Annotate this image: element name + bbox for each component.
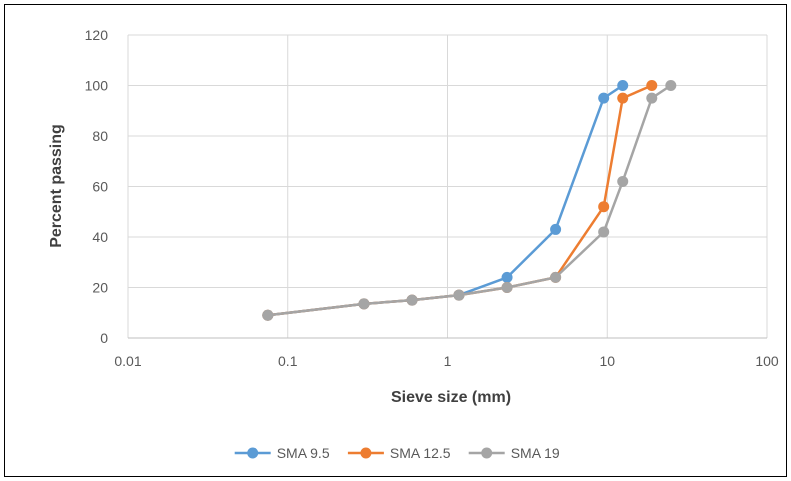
data-point (646, 80, 658, 91)
y-tick-label: 20 (92, 280, 108, 296)
data-point (646, 92, 658, 104)
legend-item: SMA 12.5 (347, 445, 451, 461)
data-point (453, 289, 465, 301)
legend-label: SMA 12.5 (390, 445, 451, 461)
series-line (267, 84, 653, 317)
chart-container: 0 20 40 60 80 100 120 0.01 0.1 1 10 100 Percent pas… (4, 4, 787, 477)
series-line (267, 84, 672, 317)
line-chart: 0 20 40 60 80 100 120 0.01 0.1 1 10 100 Percent pas… (48, 27, 779, 461)
x-tick-label: 10 (599, 353, 615, 369)
data-point (617, 175, 629, 187)
y-tick-label: 60 (92, 179, 108, 195)
data-point (665, 80, 677, 91)
legend-item: SMA 19 (468, 445, 560, 461)
data-point (406, 294, 418, 306)
x-tick-label: 1 (444, 353, 452, 369)
plot-area (262, 80, 677, 321)
data-point (550, 271, 562, 283)
legend: SMA 9.5 SMA 12.5 SMA 19 (234, 445, 560, 461)
legend-marker (360, 447, 372, 459)
x-tick-label: 100 (755, 353, 779, 369)
data-point (358, 298, 370, 310)
data-point (262, 309, 274, 321)
data-point (617, 80, 629, 91)
axes: 0 20 40 60 80 100 120 0.01 0.1 1 10 100 (85, 27, 779, 369)
data-point (617, 92, 629, 104)
data-point (550, 223, 562, 235)
y-axis-title: Percent passing (48, 124, 65, 248)
series-sma-9-5 (262, 80, 629, 321)
legend-marker (247, 447, 259, 459)
x-axis-title: Sieve size (mm) (391, 389, 511, 406)
legend-item: SMA 9.5 (234, 445, 330, 461)
y-tick-label: 40 (92, 229, 108, 245)
y-tick-label: 100 (85, 78, 109, 94)
series-sma-19 (262, 80, 677, 321)
data-point (501, 282, 513, 293)
legend-marker (481, 447, 493, 459)
y-tick-label: 0 (100, 330, 108, 346)
x-tick-label: 0.01 (114, 353, 141, 369)
data-point (501, 271, 513, 283)
x-tick-label: 0.1 (278, 353, 298, 369)
gridlines (127, 34, 768, 338)
data-point (598, 92, 610, 104)
y-tick-label: 80 (92, 128, 108, 144)
y-tick-label: 120 (85, 27, 109, 43)
data-point (598, 226, 610, 238)
legend-label: SMA 9.5 (277, 445, 330, 461)
data-point (598, 201, 610, 213)
legend-label: SMA 19 (511, 445, 560, 461)
series-line (267, 84, 624, 317)
